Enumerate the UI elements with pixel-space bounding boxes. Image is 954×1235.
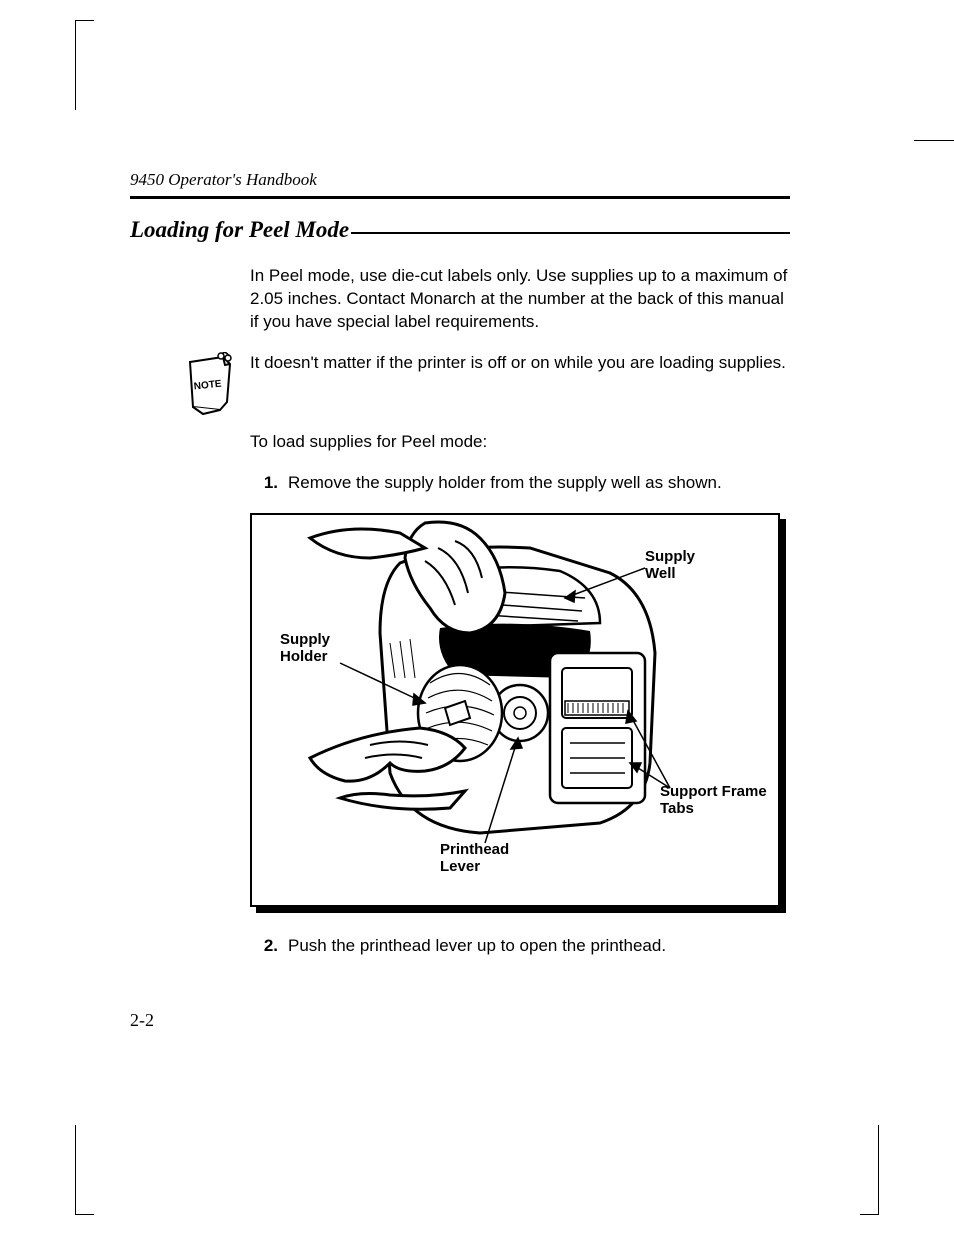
callout-printhead-lever: Printhead Lever — [440, 841, 509, 876]
step-1-text: Remove the supply holder from the supply… — [288, 472, 790, 495]
section-heading: Loading for Peel Mode — [130, 217, 790, 243]
step-2-number: 2. — [250, 935, 288, 958]
callout-support-frame-tabs: Support Frame Tabs — [660, 783, 767, 818]
header-rule — [130, 196, 790, 199]
callout-supply-well: Supply Well — [645, 548, 695, 583]
lead-in: To load supplies for Peel mode: — [250, 431, 790, 454]
step-2-text: Push the printhead lever up to open the … — [288, 935, 790, 958]
crop-mark-top-right — [914, 140, 954, 141]
crop-mark-top-left — [75, 20, 96, 110]
running-head: 9450 Operator's Handbook — [130, 170, 790, 190]
figure-supply-holder: Supply Well Supply Holder Support Frame … — [250, 513, 780, 913]
note-block: NOTE It doesn't matter if the printer is… — [130, 352, 790, 417]
section-title: Loading for Peel Mode — [130, 217, 351, 243]
step-1: 1. Remove the supply holder from the sup… — [250, 472, 790, 495]
heading-rule — [351, 232, 790, 234]
note-text: It doesn't matter if the printer is off … — [250, 352, 786, 375]
figure-illustration — [250, 513, 780, 907]
page-number: 2-2 — [130, 1010, 154, 1031]
step-1-number: 1. — [250, 472, 288, 495]
step-2: 2. Push the printhead lever up to open t… — [250, 935, 790, 958]
page-content: 9450 Operator's Handbook Loading for Pee… — [130, 170, 790, 976]
note-icon: NOTE — [185, 352, 235, 417]
crop-mark-bottom-left — [75, 1125, 76, 1215]
crop-mark-bottom-right — [878, 1125, 879, 1215]
intro-paragraph: In Peel mode, use die-cut labels only. U… — [250, 265, 790, 334]
callout-supply-holder: Supply Holder — [280, 631, 330, 666]
